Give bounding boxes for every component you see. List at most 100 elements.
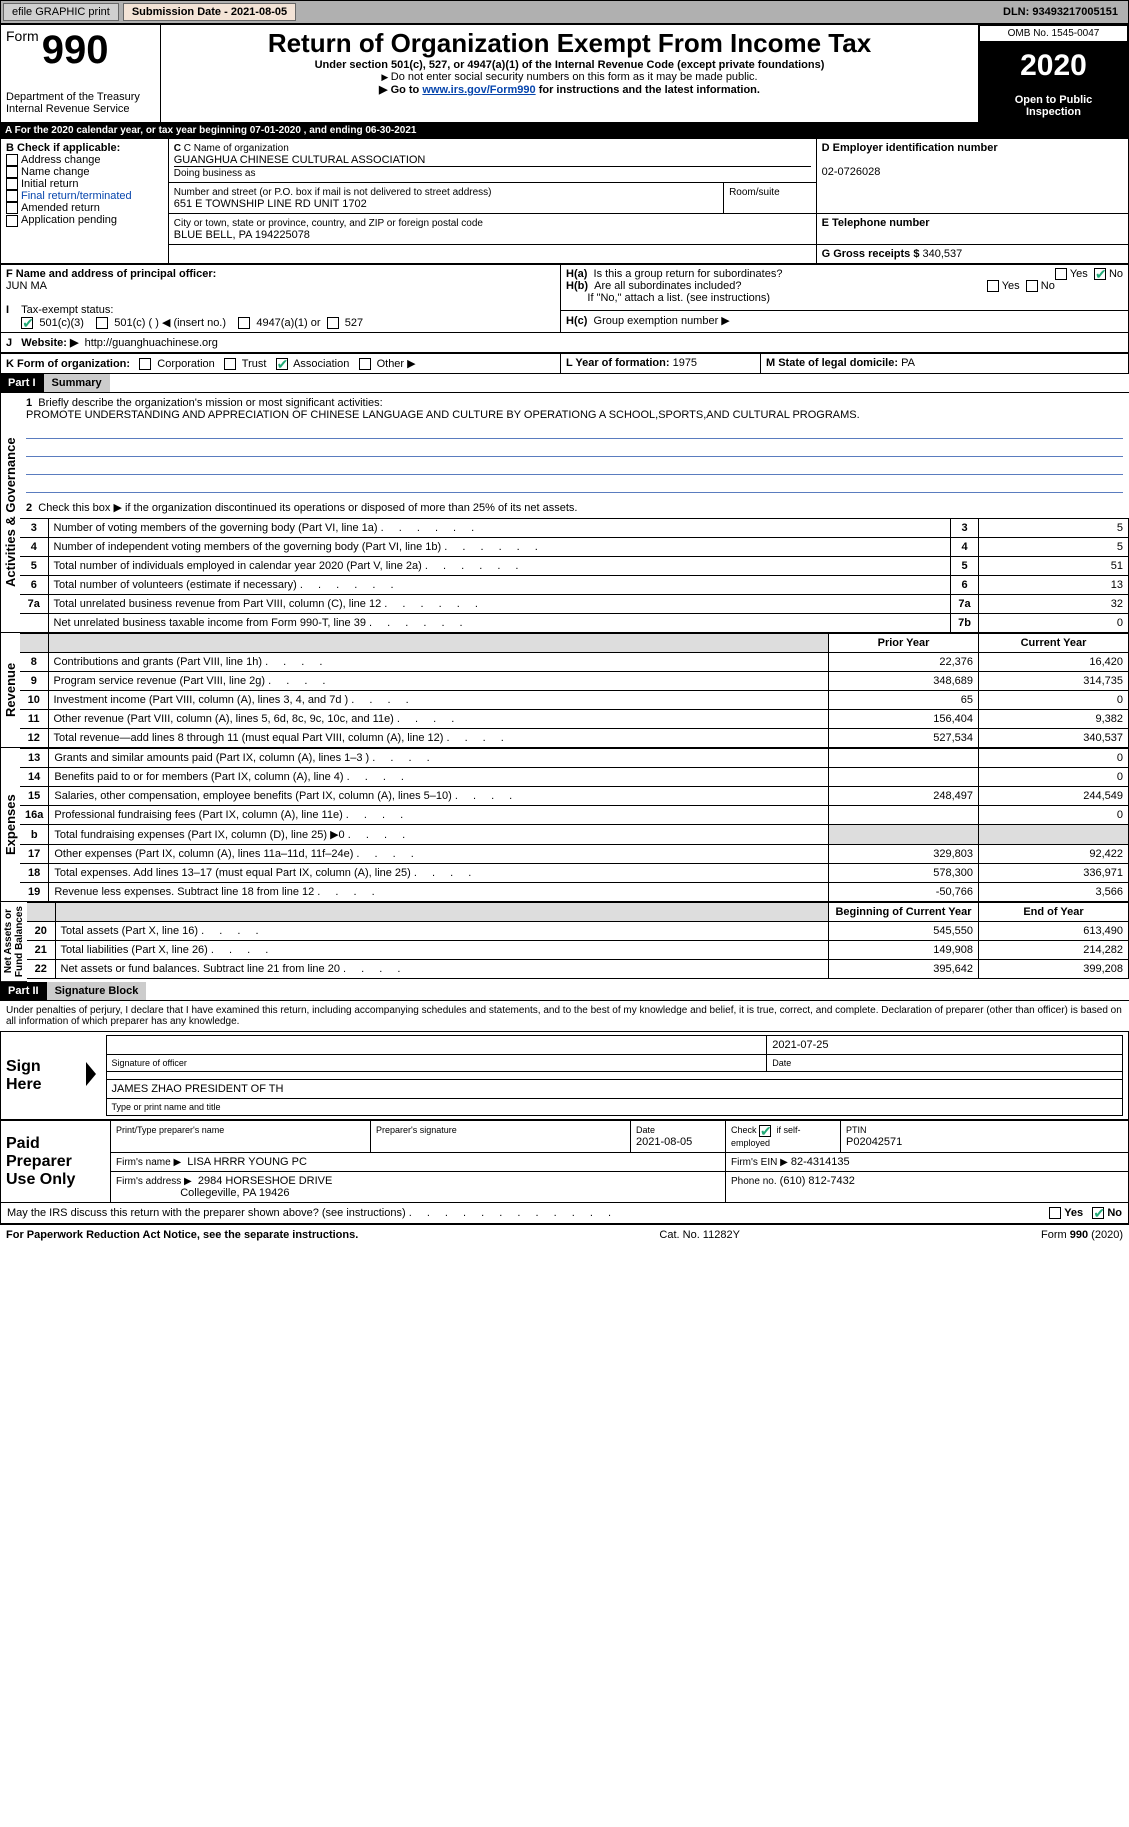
vlabel-net: Net Assets or Fund Balances: [0, 902, 27, 982]
part2-bar: Part II Signature Block: [0, 982, 1129, 1001]
check-discuss-yes[interactable]: [1049, 1207, 1061, 1219]
penalties-text: Under penalties of perjury, I declare th…: [0, 1001, 1129, 1031]
part2-header: Part II: [0, 982, 47, 1000]
firm-name: LISA HRRR YOUNG PC: [187, 1156, 307, 1168]
irs-link[interactable]: www.irs.gov/Form990: [422, 84, 535, 96]
discuss-yes: Yes: [1064, 1207, 1083, 1219]
check-final[interactable]: [6, 190, 18, 202]
sign-here-block: Sign Here 2021-07-25 Signature of office…: [0, 1031, 1129, 1120]
current-value: 244,549: [979, 787, 1129, 806]
header-goto-pre: Go to: [391, 84, 423, 96]
check-address-change[interactable]: [6, 154, 18, 166]
check-527[interactable]: [327, 317, 339, 329]
check-501c[interactable]: [96, 317, 108, 329]
row-m-label: M State of legal domicile:: [766, 357, 898, 369]
vlabel-governance: Activities & Governance: [0, 393, 20, 633]
check-ha-no[interactable]: [1094, 268, 1106, 280]
dba-label: Doing business as: [174, 168, 256, 179]
line-num: 10: [20, 691, 48, 710]
label-assoc: Association: [293, 358, 349, 370]
section-a: A For the 2020 calendar year, or tax yea…: [0, 123, 1129, 138]
part1-title: Summary: [44, 374, 110, 392]
efile-print-button[interactable]: efile GRAPHIC print: [3, 3, 119, 21]
paid-h3: Date: [636, 1125, 655, 1135]
prior-value: 348,689: [829, 672, 979, 691]
current-value: 336,971: [979, 864, 1129, 883]
line-num: b: [20, 825, 49, 845]
dln-number: DLN: 93493217005151: [1003, 6, 1128, 18]
check-app-pending[interactable]: [6, 215, 18, 227]
prior-value: 578,300: [829, 864, 979, 883]
line-num: 3: [20, 519, 48, 538]
paid-preparer-block: Paid Preparer Use Only Print/Type prepar…: [0, 1120, 1129, 1203]
ein-value: 02-0726028: [822, 166, 881, 178]
line-text: Grants and similar amounts paid (Part IX…: [49, 749, 829, 768]
check-501c3[interactable]: [21, 317, 33, 329]
line-num: 20: [27, 922, 55, 941]
line-text: Number of voting members of the governin…: [48, 519, 951, 538]
current-value: 214,282: [979, 941, 1129, 960]
check-ha-yes[interactable]: [1055, 268, 1067, 280]
current-value: 3,566: [979, 883, 1129, 902]
line-num: 12: [20, 729, 48, 748]
cell-grey: [979, 825, 1129, 845]
check-discuss-no[interactable]: [1092, 1207, 1104, 1219]
check-self-employed[interactable]: [759, 1125, 771, 1137]
header-line2: Do not enter social security numbers on …: [166, 71, 973, 83]
paid-preparer-label: Paid Preparer Use Only: [6, 1135, 75, 1188]
prior-value: 65: [829, 691, 979, 710]
city-value: BLUE BELL, PA 194225078: [174, 229, 310, 241]
line-text: Total fundraising expenses (Part IX, col…: [49, 825, 829, 845]
line-num: 21: [27, 941, 55, 960]
org-name: GUANGHUA CHINESE CULTURAL ASSOCIATION: [174, 154, 426, 166]
period-begin: 07-01-2020: [250, 125, 301, 136]
line-value: 51: [979, 557, 1129, 576]
check-initial[interactable]: [6, 178, 18, 190]
firm-addr-label: Firm's address ▶: [116, 1176, 192, 1187]
check-hb-no[interactable]: [1026, 280, 1038, 292]
line-num: 13: [20, 749, 49, 768]
line-num: 7a: [20, 595, 48, 614]
line-text: Total liabilities (Part X, line 26) . . …: [55, 941, 829, 960]
tax-exempt-label: Tax-exempt status:: [21, 304, 113, 316]
line-text: Other revenue (Part VIII, column (A), li…: [48, 710, 829, 729]
box-b-title: B Check if applicable:: [6, 142, 120, 154]
paid-h1: Print/Type preparer's name: [116, 1125, 224, 1135]
col-current: Current Year: [1021, 637, 1087, 649]
line-value: 5: [979, 538, 1129, 557]
check-hb-yes[interactable]: [987, 280, 999, 292]
box-b: B Check if applicable: Address change Na…: [1, 139, 169, 264]
current-value: 399,208: [979, 960, 1129, 979]
check-corp[interactable]: [139, 358, 151, 370]
open-inspection: Open to Public Inspection: [979, 90, 1128, 122]
check-4947[interactable]: [238, 317, 250, 329]
part1-header: Part I: [0, 374, 44, 392]
line-value: 13: [979, 576, 1129, 595]
part2-title: Signature Block: [47, 982, 147, 1000]
line-box: 5: [951, 557, 979, 576]
box-e-label: E Telephone number: [822, 217, 930, 229]
line-value: 5: [979, 519, 1129, 538]
line-text: Benefits paid to or for members (Part IX…: [49, 768, 829, 787]
paid-h5: PTIN: [846, 1125, 867, 1135]
prior-value: 248,497: [829, 787, 979, 806]
check-amended[interactable]: [6, 202, 18, 214]
label-initial: Initial return: [21, 178, 78, 190]
line-text: Net assets or fund balances. Subtract li…: [55, 960, 829, 979]
row-l-label: L Year of formation:: [566, 357, 670, 369]
line-num: 5: [20, 557, 48, 576]
line-num: 11: [20, 710, 48, 729]
state-domicile: PA: [901, 357, 915, 369]
firm-ein: 82-4314135: [791, 1156, 850, 1168]
line-value: 0: [979, 614, 1129, 633]
col-begin: Beginning of Current Year: [835, 906, 971, 918]
phone-value: (610) 812-7432: [780, 1175, 855, 1187]
check-other[interactable]: [359, 358, 371, 370]
check-assoc[interactable]: [276, 358, 288, 370]
room-label: Room/suite: [729, 187, 780, 198]
check-trust[interactable]: [224, 358, 236, 370]
check-name-change[interactable]: [6, 166, 18, 178]
line-text: Investment income (Part VIII, column (A)…: [48, 691, 829, 710]
line-text: Total number of volunteers (estimate if …: [48, 576, 951, 595]
current-value: 0: [979, 691, 1129, 710]
